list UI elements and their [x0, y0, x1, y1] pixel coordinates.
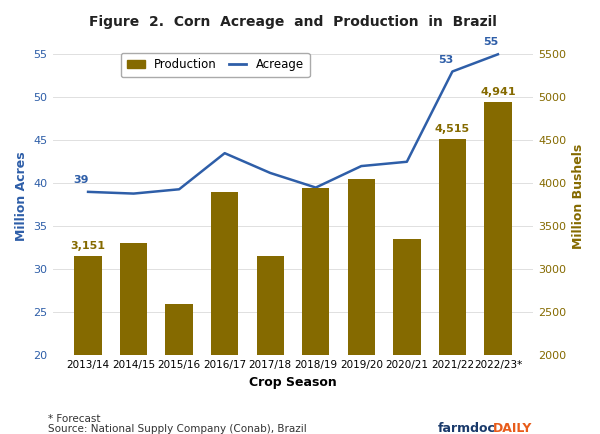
Bar: [74, 256, 102, 434]
Y-axis label: Million Bushels: Million Bushels: [572, 144, 585, 249]
Text: farmdoc: farmdoc: [438, 422, 496, 434]
Title: Figure  2.  Corn  Acreage  and  Production  in  Brazil: Figure 2. Corn Acreage and Production in…: [89, 15, 497, 29]
Text: 39: 39: [73, 175, 89, 185]
Bar: [439, 139, 466, 434]
Bar: [166, 304, 193, 434]
Bar: [393, 239, 421, 434]
Bar: [120, 243, 147, 434]
Bar: [484, 102, 512, 434]
Bar: [211, 192, 238, 434]
Text: Source: National Supply Company (Conab), Brazil: Source: National Supply Company (Conab),…: [48, 424, 307, 434]
Text: * Forecast: * Forecast: [48, 414, 101, 424]
Text: 55: 55: [484, 37, 499, 47]
Text: 4,941: 4,941: [480, 87, 516, 97]
Bar: [347, 179, 375, 434]
Bar: [302, 187, 329, 434]
Y-axis label: Million Acres: Million Acres: [15, 151, 28, 241]
Legend: Production, Acreage: Production, Acreage: [121, 53, 310, 77]
Text: 53: 53: [438, 55, 453, 65]
X-axis label: Crop Season: Crop Season: [249, 375, 337, 388]
Text: DAILY: DAILY: [493, 422, 533, 434]
Bar: [257, 256, 284, 434]
Text: 4,515: 4,515: [435, 124, 470, 134]
Text: 3,151: 3,151: [71, 241, 106, 251]
